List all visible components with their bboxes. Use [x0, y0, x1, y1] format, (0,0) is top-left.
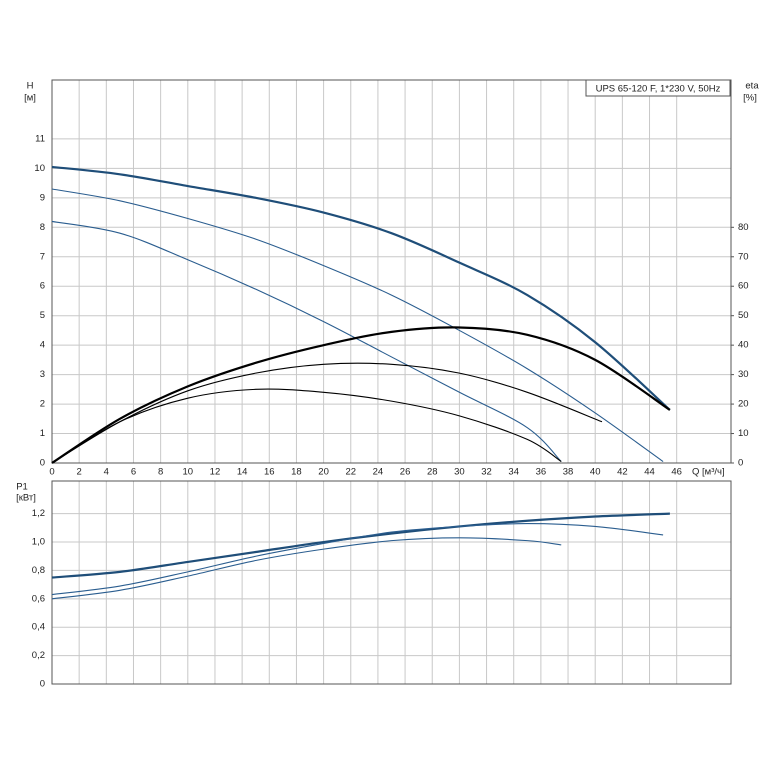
- x-tick-label: 36: [536, 467, 547, 478]
- x-tick-label: 32: [481, 467, 492, 478]
- y2-tick-label: 40: [738, 340, 749, 351]
- y-tick-label: 0: [40, 458, 45, 469]
- plot-frame: [51, 480, 732, 685]
- y2-tick-label: 0: [738, 458, 743, 469]
- x-tick-label: 10: [183, 467, 194, 478]
- x-tick-label: 38: [563, 467, 574, 478]
- y-tick-label: 0,2: [32, 650, 45, 661]
- curve: [51, 220, 562, 462]
- curve: [51, 388, 562, 464]
- y-tick-label: 0,6: [32, 593, 45, 604]
- curve: [51, 523, 664, 596]
- curve: [51, 188, 664, 462]
- x-tick-label: 4: [104, 467, 109, 478]
- x-tick-label: 30: [454, 467, 465, 478]
- curve: [51, 326, 671, 464]
- x-tick-label: 34: [508, 467, 519, 478]
- y2-tick-label: 60: [738, 281, 749, 292]
- title-box: [585, 79, 731, 97]
- y-tick-label: 0,4: [32, 622, 45, 633]
- x-tick-label: 8: [158, 467, 163, 478]
- y-tick-label: 5: [40, 310, 45, 321]
- x-tick-label: 6: [131, 467, 136, 478]
- y-axis-label: P1: [16, 482, 28, 493]
- x-tick-label: 18: [291, 467, 302, 478]
- y-tick-label: 9: [40, 192, 45, 203]
- x-tick-label: 12: [210, 467, 221, 478]
- y2-axis-label: eta: [745, 81, 759, 92]
- y-tick-label: 7: [40, 251, 45, 262]
- y-tick-label: 1,2: [32, 508, 45, 519]
- y2-tick-label: 70: [738, 251, 749, 262]
- y2-tick-label: 20: [738, 399, 749, 410]
- y-tick-label: 8: [40, 222, 45, 233]
- curve: [51, 165, 671, 411]
- x-tick-label: 44: [644, 467, 655, 478]
- curve: [51, 362, 603, 464]
- y2-tick-label: 50: [738, 310, 749, 321]
- y2-axis-unit: [%]: [743, 93, 757, 104]
- y-tick-label: 10: [34, 163, 45, 174]
- x-tick-label: 20: [318, 467, 329, 478]
- y-tick-label: 11: [35, 133, 45, 144]
- x-tick-label: 22: [345, 467, 356, 478]
- y-tick-label: 4: [40, 340, 45, 351]
- x-tick-label: 2: [77, 467, 82, 478]
- y-tick-label: 1,0: [32, 537, 45, 548]
- x-axis-label: Q [м³/ч]: [692, 467, 725, 478]
- y2-tick-label: 30: [738, 369, 749, 380]
- y-tick-label: 1: [40, 428, 45, 439]
- y-tick-label: 3: [40, 369, 45, 380]
- y-axis-unit: [м]: [24, 93, 36, 104]
- x-tick-label: 40: [590, 467, 601, 478]
- x-tick-label: 16: [264, 467, 275, 478]
- x-tick-label: 42: [617, 467, 628, 478]
- plot-frame: [51, 79, 732, 464]
- y-tick-label: 0: [40, 679, 45, 690]
- x-tick-label: 46: [671, 467, 682, 478]
- y-axis-unit: [кВт]: [16, 493, 36, 504]
- y-tick-label: 2: [40, 399, 45, 410]
- y-tick-label: 6: [40, 281, 45, 292]
- curve: [51, 537, 562, 600]
- y-tick-label: 0,8: [32, 565, 45, 576]
- x-tick-label: 0: [49, 467, 54, 478]
- x-tick-label: 14: [237, 467, 248, 478]
- x-tick-label: 26: [400, 467, 411, 478]
- chart-title: UPS 65-120 F, 1*230 V, 50Hz: [596, 84, 721, 95]
- y2-tick-label: 10: [738, 428, 749, 439]
- x-tick-label: 28: [427, 467, 438, 478]
- y2-tick-label: 80: [738, 222, 749, 233]
- x-tick-label: 24: [373, 467, 384, 478]
- y-axis-label: H: [27, 81, 34, 92]
